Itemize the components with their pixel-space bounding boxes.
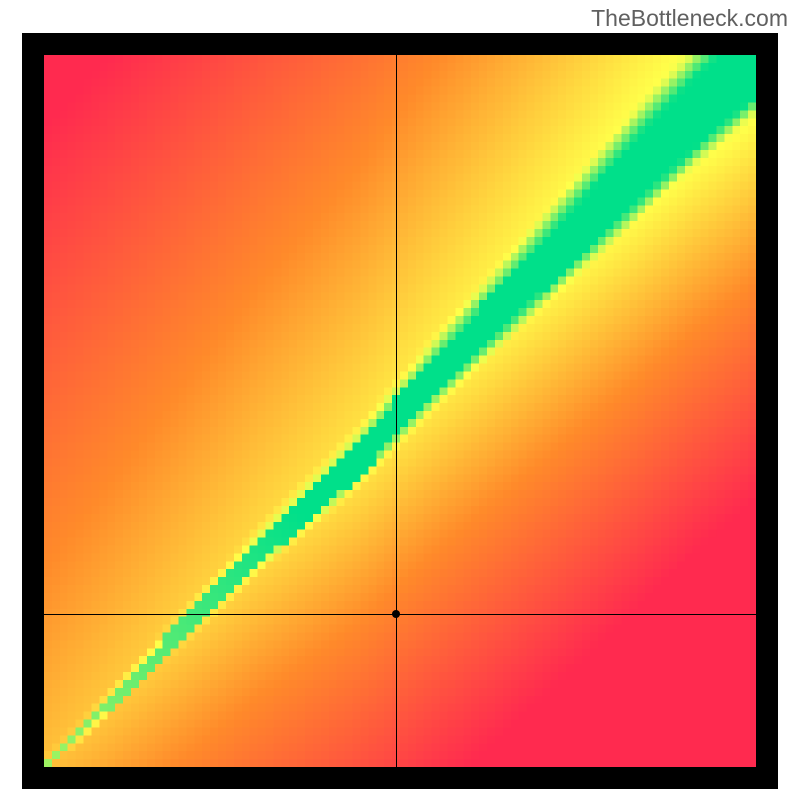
marker-dot: [392, 610, 400, 618]
crosshair-vertical: [396, 55, 397, 767]
root-container: TheBottleneck.com: [0, 0, 800, 800]
watermark-text: TheBottleneck.com: [591, 5, 788, 32]
chart-outer-frame: [22, 33, 778, 789]
overlay-layer: [44, 55, 756, 767]
